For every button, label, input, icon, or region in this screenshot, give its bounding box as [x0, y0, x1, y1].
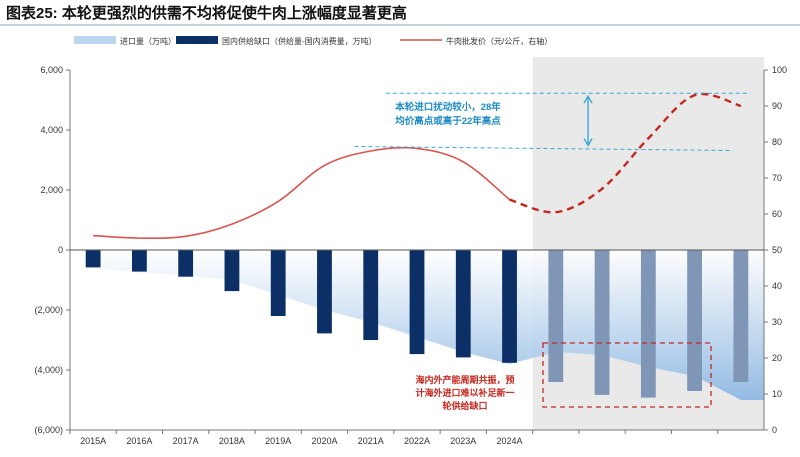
left-tick-label: 6,000	[40, 65, 63, 75]
gap-bar	[733, 250, 749, 382]
price-line-forecast	[509, 92, 742, 214]
right-tick-label: 30	[772, 317, 782, 327]
gap-bar	[687, 250, 703, 391]
x-tick-label: 2021A	[358, 436, 384, 446]
gap-bar	[224, 250, 240, 292]
legend-label-gap: 国内供给缺口（供给量-国内消费量，万吨）	[222, 36, 377, 46]
left-tick-label: (4,000)	[34, 365, 63, 375]
x-tick-label: 2016A	[126, 436, 152, 446]
x-tick-label: 2015A	[80, 436, 106, 446]
x-tick-label: 2025E	[543, 436, 569, 446]
top-note-line: 本轮进口扰动较小，28年	[395, 101, 501, 113]
left-tick-label: 4,000	[40, 125, 63, 135]
left-tick-label: (6,000)	[34, 425, 63, 435]
bottom-note-line: 海内外产能周期共振，预	[415, 374, 514, 385]
gap-bar	[317, 250, 332, 334]
gap-bar	[455, 250, 471, 358]
bottom-note-box	[542, 342, 712, 408]
x-tick-label: 2028E	[682, 436, 708, 446]
left-tick-label: 2,000	[40, 185, 63, 195]
gap-bar	[548, 250, 564, 382]
x-tick-label: 2029E	[728, 436, 754, 446]
top-note-line: 均价高点或高于22年高点	[395, 115, 501, 127]
x-tick-label: 2017A	[173, 436, 199, 446]
right-tick-label: 100	[772, 65, 787, 75]
left-tick-label: 0	[58, 245, 63, 255]
price-line-actual	[93, 146, 511, 240]
x-tick-label: 2026E	[589, 436, 615, 446]
header-bg	[0, 0, 800, 26]
x-tick-label: 2027E	[635, 436, 661, 446]
x-tick-label: 2023A	[450, 436, 476, 446]
right-tick-label: 0	[772, 425, 777, 435]
gap-bar	[502, 250, 517, 363]
annotation-layer: 本轮进口扰动较小，28年均价高点或高于22年高点海内外产能周期共振，预计海外进口…	[354, 92, 750, 411]
gap-bar	[409, 250, 425, 355]
right-tick-label: 50	[772, 245, 782, 255]
right-tick-label: 60	[772, 209, 782, 219]
legend-swatch-gap	[176, 36, 218, 44]
x-tick-label: 2020A	[311, 436, 337, 446]
bottom-note-line: 轮供给缺口	[442, 400, 487, 411]
right-tick-label: 20	[772, 353, 782, 363]
axis-layer: 6,000 4,000 2,000 0 (2,000) (4,000) (6,000) 0 10…	[34, 65, 787, 446]
gap-bar	[270, 250, 286, 316]
bottom-note-line: 计海外进口难以补足新一	[415, 387, 514, 398]
right-tick-label: 70	[772, 173, 782, 183]
gap-bar	[363, 250, 379, 340]
x-tick-label: 2019A	[265, 436, 291, 446]
chart-title: 图表25: 本轮更强烈的供需不均将促使牛肉上涨幅度显著更高	[6, 4, 407, 22]
gap-bar	[85, 250, 101, 268]
left-tick-label: (2,000)	[34, 305, 63, 315]
gap-bar	[640, 250, 656, 398]
x-tick-label: 2022A	[404, 436, 430, 446]
right-tick-label: 10	[772, 389, 782, 399]
gap-bar	[131, 250, 147, 272]
right-tick-label: 80	[772, 137, 782, 147]
diff-arrow-head-down	[583, 138, 593, 147]
legend-label-import: 进口量（万吨）	[120, 36, 176, 46]
x-tick-label: 2018A	[219, 436, 245, 446]
gap-bar	[178, 250, 194, 277]
legend-swatch-import	[74, 36, 116, 44]
right-tick-label: 90	[772, 101, 782, 111]
x-tick-label: 2024A	[497, 436, 523, 446]
legend: 进口量（万吨） 国内供给缺口（供给量-国内消费量，万吨） 牛肉批发价（元/公斤，…	[74, 36, 552, 46]
bar-layer	[85, 250, 749, 398]
gap-bar	[594, 250, 610, 395]
diff-arrow-head-up	[583, 94, 593, 104]
legend-label-price: 牛肉批发价（元/公斤，右轴）	[446, 36, 552, 46]
line-layer	[93, 92, 742, 240]
right-tick-label: 40	[772, 281, 782, 291]
